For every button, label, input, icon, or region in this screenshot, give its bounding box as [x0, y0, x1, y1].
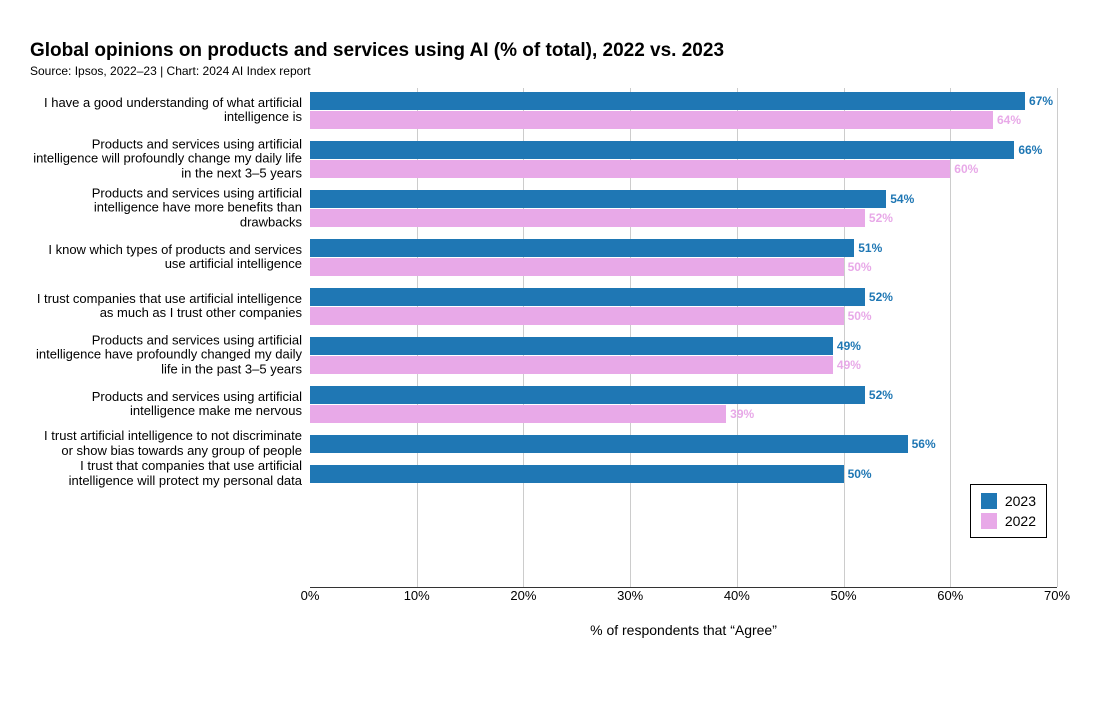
bar-value-label: 51%: [854, 241, 882, 255]
bar-2023: 67%: [310, 92, 1025, 110]
category-label: Products and services using artificial i…: [30, 186, 310, 231]
bar-value-label: 50%: [844, 467, 872, 481]
bar-group: Products and services using artificial i…: [310, 190, 1057, 227]
bar-2023: 51%: [310, 239, 854, 257]
category-label: I trust that companies that use artifici…: [30, 459, 310, 489]
bar-value-label: 56%: [908, 437, 936, 451]
bar-group: I know which types of products and servi…: [310, 239, 1057, 276]
plot-region: I have a good understanding of what arti…: [310, 88, 1057, 588]
bar-group: I trust artificial intelligence to not d…: [310, 435, 1057, 453]
category-label: I have a good understanding of what arti…: [30, 96, 310, 126]
bar-2022: 50%: [310, 307, 844, 325]
bar-value-label: 50%: [844, 309, 872, 323]
legend-swatch-2022: [981, 513, 997, 529]
bar-group: I trust companies that use artificial in…: [310, 288, 1057, 325]
legend: 2023 2022: [970, 484, 1047, 538]
bar-value-label: 60%: [950, 162, 978, 176]
x-tick-label: 50%: [831, 588, 857, 603]
gridline: [1057, 88, 1058, 587]
bar-group: Products and services using artificial i…: [310, 337, 1057, 374]
category-label: I trust artificial intelligence to not d…: [30, 429, 310, 459]
x-tick-label: 20%: [510, 588, 536, 603]
bar-2022: 52%: [310, 209, 865, 227]
bar-value-label: 64%: [993, 113, 1021, 127]
legend-label-2023: 2023: [1005, 493, 1036, 509]
category-label: I know which types of products and servi…: [30, 243, 310, 273]
chart-area: I have a good understanding of what arti…: [30, 88, 1077, 648]
bar-group: Products and services using artificial i…: [310, 141, 1057, 178]
x-axis: 0%10%20%30%40%50%60%70%: [310, 588, 1057, 608]
bar-2023: 50%: [310, 465, 844, 483]
x-axis-label: % of respondents that “Agree”: [310, 622, 1057, 638]
bar-value-label: 49%: [833, 358, 861, 372]
bar-group: I trust that companies that use artifici…: [310, 465, 1057, 483]
category-label: Products and services using artificial i…: [30, 333, 310, 378]
legend-swatch-2023: [981, 493, 997, 509]
x-tick-label: 40%: [724, 588, 750, 603]
chart-subtitle: Source: Ipsos, 2022–23 | Chart: 2024 AI …: [30, 64, 1077, 78]
bar-2023: 49%: [310, 337, 833, 355]
bar-2022: 49%: [310, 356, 833, 374]
category-label: Products and services using artificial i…: [30, 137, 310, 182]
bar-2022: 39%: [310, 405, 726, 423]
bar-group: I have a good understanding of what arti…: [310, 92, 1057, 129]
bar-2023: 56%: [310, 435, 908, 453]
bar-2023: 52%: [310, 386, 865, 404]
bar-2023: 52%: [310, 288, 865, 306]
chart-title: Global opinions on products and services…: [30, 40, 1077, 62]
bar-value-label: 67%: [1025, 94, 1053, 108]
x-tick-label: 10%: [404, 588, 430, 603]
category-label: I trust companies that use artificial in…: [30, 292, 310, 322]
x-tick-label: 0%: [301, 588, 320, 603]
bar-2022: 50%: [310, 258, 844, 276]
x-tick-label: 60%: [937, 588, 963, 603]
x-tick-label: 30%: [617, 588, 643, 603]
bar-value-label: 50%: [844, 260, 872, 274]
bar-value-label: 52%: [865, 388, 893, 402]
x-tick-label: 70%: [1044, 588, 1070, 603]
legend-label-2022: 2022: [1005, 513, 1036, 529]
bar-2022: 60%: [310, 160, 950, 178]
bar-value-label: 49%: [833, 339, 861, 353]
legend-item-2022: 2022: [981, 511, 1036, 531]
bar-2023: 66%: [310, 141, 1014, 159]
bar-group: Products and services using artificial i…: [310, 386, 1057, 423]
bar-value-label: 52%: [865, 290, 893, 304]
bar-2023: 54%: [310, 190, 886, 208]
category-label: Products and services using artificial i…: [30, 390, 310, 420]
bar-2022: 64%: [310, 111, 993, 129]
bar-value-label: 39%: [726, 407, 754, 421]
bar-value-label: 66%: [1014, 143, 1042, 157]
bar-value-label: 52%: [865, 211, 893, 225]
bar-value-label: 54%: [886, 192, 914, 206]
legend-item-2023: 2023: [981, 491, 1036, 511]
